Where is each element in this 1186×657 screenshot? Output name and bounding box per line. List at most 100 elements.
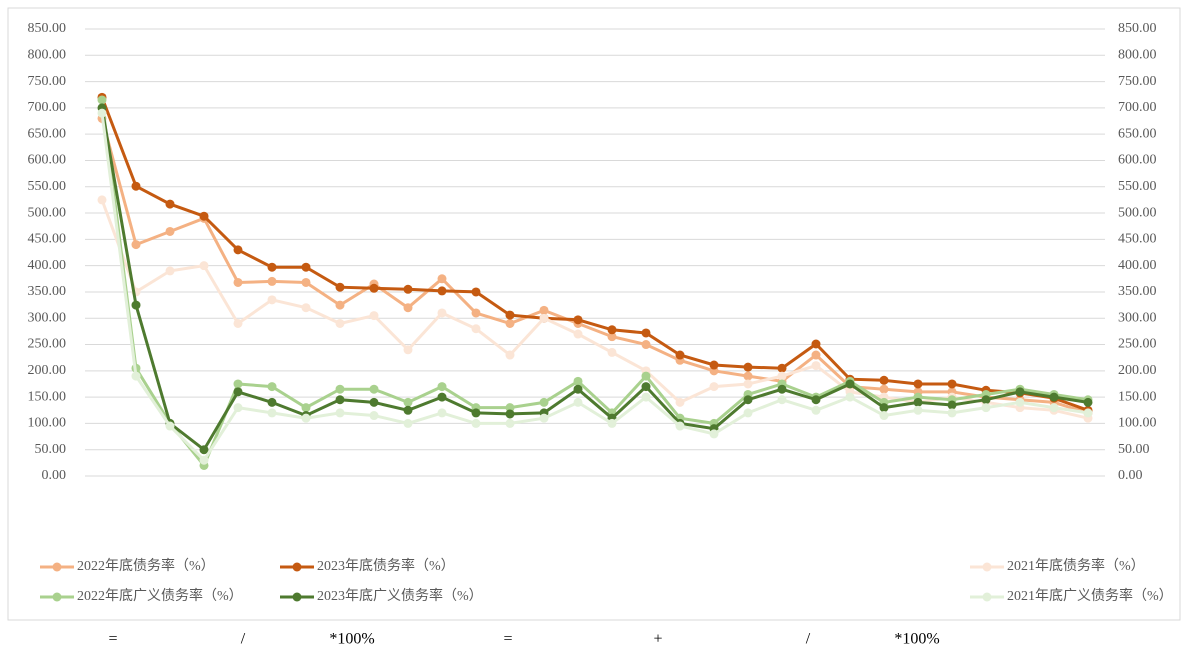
- data-point: [947, 379, 957, 389]
- series-line: [100, 118, 1089, 415]
- data-point: [573, 376, 583, 386]
- data-point: [641, 382, 651, 392]
- data-point: [845, 392, 855, 402]
- legend-label: 2021年底广义债务率（%）: [1007, 587, 1173, 604]
- data-point: [267, 262, 277, 272]
- y2-tick-label: 800.00: [1118, 48, 1157, 63]
- series-line: [100, 112, 1089, 463]
- data-point: [335, 318, 345, 328]
- legend-marker: [52, 562, 62, 572]
- y2-tick-label: 300.00: [1118, 310, 1157, 325]
- data-point: [913, 379, 923, 389]
- data-point: [369, 397, 379, 407]
- data-point: [1015, 387, 1025, 397]
- y-tick-label: 700.00: [28, 100, 67, 115]
- formula-text: /: [806, 631, 811, 648]
- data-point: [131, 371, 141, 381]
- y2-tick-label: 750.00: [1118, 74, 1157, 89]
- legend-marker: [52, 592, 62, 602]
- y2-tick-label: 100.00: [1118, 416, 1157, 431]
- data-point: [743, 379, 753, 389]
- data-point: [403, 345, 413, 355]
- legend-marker: [982, 592, 992, 602]
- data-point: [777, 371, 787, 381]
- y2-tick-label: 700.00: [1118, 100, 1157, 115]
- data-point: [1015, 397, 1025, 407]
- data-point: [369, 411, 379, 421]
- data-point: [675, 350, 685, 360]
- data-point: [607, 325, 617, 335]
- series-line: [100, 107, 1089, 452]
- data-point: [641, 328, 651, 338]
- data-point: [335, 384, 345, 394]
- y2-tick-label: 400.00: [1118, 258, 1157, 273]
- legend-marker: [292, 562, 302, 572]
- y-tick-label: 200.00: [28, 363, 67, 378]
- data-point: [437, 392, 447, 402]
- data-point: [811, 339, 821, 349]
- data-point: [267, 276, 277, 286]
- data-point: [811, 395, 821, 405]
- data-point: [403, 418, 413, 428]
- y2-tick-label: 500.00: [1118, 205, 1157, 220]
- y2-tick-label: 450.00: [1118, 232, 1157, 247]
- y-tick-label: 300.00: [28, 310, 67, 325]
- data-point: [505, 318, 515, 328]
- data-point: [437, 274, 447, 284]
- data-point: [845, 379, 855, 389]
- data-point: [403, 405, 413, 415]
- data-point: [573, 384, 583, 394]
- legend-label: 2022年底债务率（%）: [77, 557, 215, 574]
- y-tick-label: 400.00: [28, 258, 67, 273]
- y-tick-label: 550.00: [28, 179, 67, 194]
- data-point: [1049, 403, 1059, 413]
- data-point: [641, 340, 651, 350]
- data-point: [675, 397, 685, 407]
- data-point: [471, 408, 481, 418]
- data-point: [811, 405, 821, 415]
- data-point: [335, 408, 345, 418]
- data-point: [233, 379, 243, 389]
- data-point: [505, 418, 515, 428]
- data-point: [301, 277, 311, 287]
- y2-tick-label: 0.00: [1118, 468, 1143, 483]
- formula-text: *100%: [894, 631, 939, 648]
- data-point: [165, 421, 175, 431]
- data-point: [709, 360, 719, 370]
- data-point: [607, 332, 617, 342]
- legend-marker: [982, 562, 992, 572]
- data-point: [505, 403, 515, 413]
- y-tick-label: 450.00: [28, 232, 67, 247]
- y2-tick-label: 600.00: [1118, 153, 1157, 168]
- data-point: [369, 283, 379, 293]
- data-point: [981, 395, 991, 405]
- y2-tick-label: 250.00: [1118, 337, 1157, 352]
- data-point: [335, 282, 345, 292]
- data-point: [879, 411, 889, 421]
- data-point: [233, 403, 243, 413]
- data-point: [539, 305, 549, 315]
- y-tick-label: 250.00: [28, 337, 67, 352]
- data-point: [233, 245, 243, 255]
- legend-marker: [292, 592, 302, 602]
- data-point: [437, 286, 447, 296]
- data-point: [879, 384, 889, 394]
- data-point: [743, 362, 753, 372]
- data-point: [267, 382, 277, 392]
- data-point: [539, 413, 549, 423]
- formula-text: /: [241, 631, 246, 648]
- data-point: [437, 308, 447, 318]
- y2-tick-label: 650.00: [1118, 126, 1157, 141]
- data-point: [437, 382, 447, 392]
- data-point: [403, 397, 413, 407]
- data-point: [335, 300, 345, 310]
- data-point: [199, 455, 209, 465]
- y2-tick-label: 350.00: [1118, 284, 1157, 299]
- data-point: [267, 397, 277, 407]
- data-point: [743, 395, 753, 405]
- data-point: [743, 408, 753, 418]
- y-tick-label: 500.00: [28, 205, 67, 220]
- y-tick-label: 100.00: [28, 416, 67, 431]
- data-point: [97, 95, 107, 105]
- data-point: [437, 408, 447, 418]
